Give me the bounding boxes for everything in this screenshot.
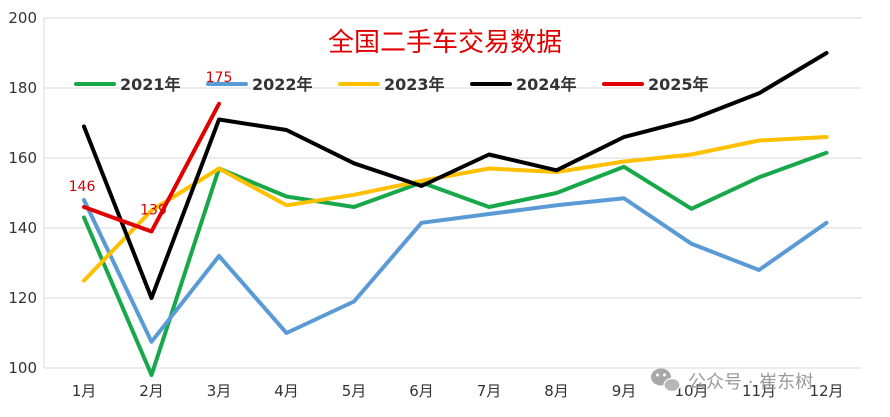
y-tick-label: 180 [8,79,37,97]
data-label: 146 [69,179,96,195]
grid [43,17,862,369]
legend-label: 2023年 [384,75,445,94]
data-label: 139 [140,203,167,219]
y-tick-label: 100 [8,359,37,377]
series-line-2023年 [82,135,829,283]
legend-label: 2022年 [252,75,313,94]
x-tick-label: 2月 [139,382,164,400]
series-line-2022年 [82,196,829,344]
watermark: 公众号 · 崔东树 [651,368,813,393]
x-tick-label: 11月 [742,382,776,400]
series-line-2025年 [82,101,221,234]
x-tick-label: 8月 [544,382,569,400]
x-tick-label: 7月 [477,382,502,400]
x-tick-label: 3月 [207,382,232,400]
x-tick-label: 6月 [409,382,434,400]
watermark-text: 公众号 · 崔东树 [688,372,813,393]
series-line-2021年 [82,150,829,377]
series-lines [82,51,829,377]
legend-label: 2021年 [120,75,181,94]
x-tick-label: 1月 [72,382,97,400]
data-labels: 146 139 175 [69,70,233,219]
wechat-icon [651,368,681,393]
series-line-2024年 [82,51,829,300]
y-axis: 100 120 140 160 180 200 [8,9,37,377]
y-tick-label: 200 [8,9,37,27]
data-label: 175 [206,70,233,86]
legend: 2021年 2022年 2023年 2024年 2025年 [74,75,709,94]
x-axis: 1月 2月 3月 4月 5月 6月 7月 8月 9月 10月 11月 12月 [72,382,844,400]
legend-label: 2024年 [516,75,577,94]
y-tick-label: 140 [8,219,37,237]
legend-label: 2025年 [648,75,709,94]
x-tick-label: 4月 [274,382,299,400]
x-tick-label: 5月 [342,382,367,400]
x-tick-label: 12月 [809,382,843,400]
y-tick-label: 120 [8,289,37,307]
x-tick-label: 10月 [674,382,708,400]
x-tick-label: 9月 [612,382,637,400]
chart-title: 全国二手车交易数据 [328,28,562,58]
y-tick-label: 160 [8,149,37,167]
